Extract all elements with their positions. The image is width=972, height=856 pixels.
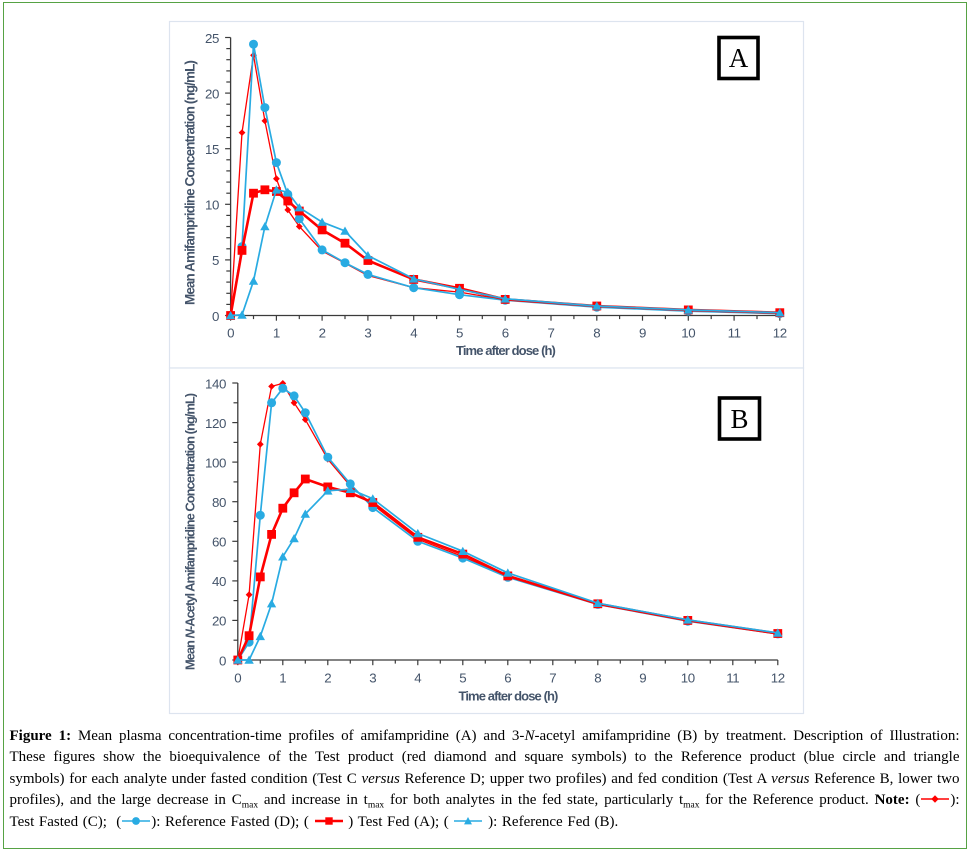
svg-text:11: 11 bbox=[726, 671, 739, 686]
svg-text:8: 8 bbox=[594, 671, 601, 686]
svg-text:40: 40 bbox=[212, 574, 226, 589]
svg-text:10: 10 bbox=[205, 198, 219, 213]
svg-text:0: 0 bbox=[227, 326, 234, 341]
svg-text:Time after dose (h): Time after dose (h) bbox=[456, 343, 556, 358]
svg-text:12: 12 bbox=[773, 326, 787, 341]
svg-text:4: 4 bbox=[414, 671, 421, 686]
svg-text:11: 11 bbox=[728, 326, 741, 341]
svg-text:5: 5 bbox=[459, 671, 466, 686]
svg-text:0: 0 bbox=[234, 671, 241, 686]
svg-text:2: 2 bbox=[324, 671, 331, 686]
svg-text:25: 25 bbox=[205, 31, 219, 46]
svg-text:Time after dose (h): Time after dose (h) bbox=[459, 689, 559, 704]
svg-text:100: 100 bbox=[205, 455, 226, 470]
svg-text:0: 0 bbox=[212, 309, 219, 324]
svg-text:9: 9 bbox=[639, 671, 646, 686]
svg-text:0: 0 bbox=[219, 653, 226, 668]
svg-text:80: 80 bbox=[212, 495, 226, 510]
svg-text:140: 140 bbox=[205, 376, 226, 391]
svg-text:10: 10 bbox=[681, 671, 695, 686]
svg-text:20: 20 bbox=[205, 86, 219, 101]
svg-text:B: B bbox=[730, 404, 748, 434]
svg-text:2: 2 bbox=[319, 326, 326, 341]
svg-text:1: 1 bbox=[273, 326, 280, 341]
svg-text:15: 15 bbox=[205, 142, 219, 157]
svg-text:5: 5 bbox=[212, 253, 219, 268]
svg-text:8: 8 bbox=[593, 326, 600, 341]
svg-text:5: 5 bbox=[456, 326, 463, 341]
svg-text:3: 3 bbox=[364, 326, 371, 341]
svg-text:6: 6 bbox=[502, 326, 509, 341]
svg-text:6: 6 bbox=[504, 671, 511, 686]
svg-text:Mean N-Acetyl Amifampridine Co: Mean N-Acetyl Amifampridine Concentratio… bbox=[183, 393, 198, 670]
svg-text:9: 9 bbox=[639, 326, 646, 341]
svg-text:12: 12 bbox=[771, 671, 785, 686]
svg-text:A: A bbox=[729, 43, 749, 73]
svg-text:60: 60 bbox=[212, 535, 226, 550]
svg-text:Mean Amifampridine Concentrati: Mean Amifampridine Concentration (ng/mL) bbox=[183, 61, 198, 305]
svg-text:3: 3 bbox=[369, 671, 376, 686]
svg-text:120: 120 bbox=[205, 416, 226, 431]
svg-text:4: 4 bbox=[410, 326, 417, 341]
svg-text:7: 7 bbox=[548, 326, 555, 341]
svg-text:10: 10 bbox=[681, 326, 695, 341]
svg-text:7: 7 bbox=[549, 671, 556, 686]
svg-text:20: 20 bbox=[212, 614, 226, 629]
svg-text:1: 1 bbox=[279, 671, 286, 686]
